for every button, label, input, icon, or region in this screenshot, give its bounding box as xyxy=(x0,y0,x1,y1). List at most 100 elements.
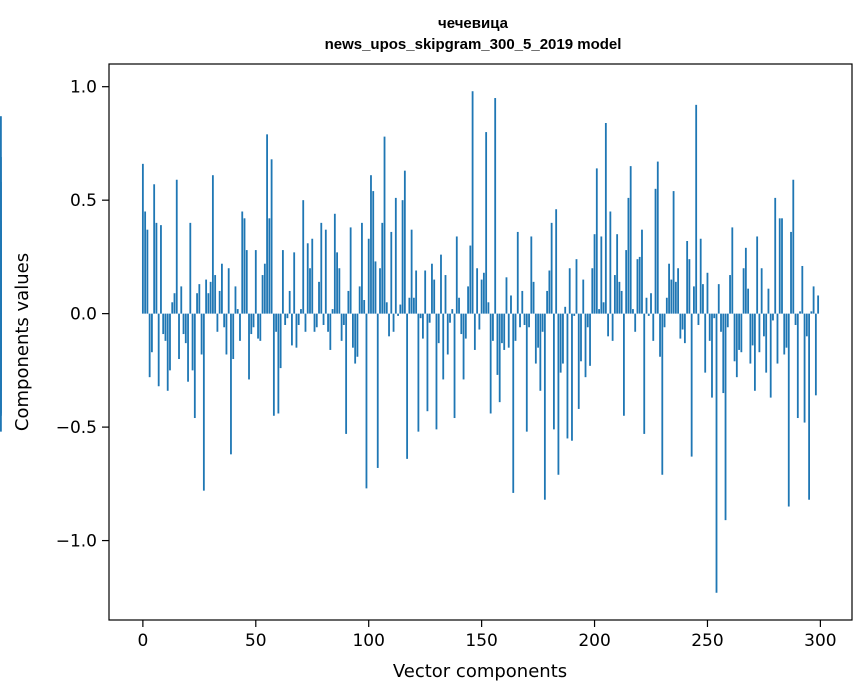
bar xyxy=(663,313,666,328)
bar xyxy=(796,313,799,419)
bar xyxy=(354,313,357,364)
bar xyxy=(541,313,544,332)
bar xyxy=(349,227,352,314)
bar xyxy=(584,313,587,378)
bar xyxy=(767,288,770,314)
bar xyxy=(365,313,368,489)
bar xyxy=(304,313,307,332)
bar xyxy=(805,313,808,337)
bar xyxy=(263,263,266,314)
bar xyxy=(699,238,702,314)
bar xyxy=(618,281,621,314)
bar xyxy=(227,268,230,314)
bar xyxy=(670,279,673,314)
bar xyxy=(523,313,526,325)
bar xyxy=(254,250,257,314)
bar xyxy=(537,313,539,348)
bar xyxy=(521,290,524,314)
bar xyxy=(361,222,363,314)
bar xyxy=(713,313,716,319)
bar xyxy=(367,238,370,314)
bar xyxy=(370,175,372,314)
bar xyxy=(408,297,411,314)
bar xyxy=(401,200,404,314)
bar xyxy=(534,313,537,364)
bar xyxy=(214,275,217,314)
bar xyxy=(525,313,528,432)
bar xyxy=(677,268,680,314)
bar xyxy=(629,166,632,314)
bar xyxy=(668,263,670,314)
bar xyxy=(286,313,289,319)
bar xyxy=(245,250,248,314)
bar xyxy=(507,313,510,348)
bar xyxy=(318,281,320,314)
bar xyxy=(446,313,449,355)
bar xyxy=(724,313,727,521)
bar xyxy=(647,313,650,316)
bar xyxy=(609,211,612,314)
bar xyxy=(189,222,192,314)
bar xyxy=(505,277,508,314)
bar xyxy=(683,313,686,344)
bar xyxy=(388,313,390,337)
bar xyxy=(799,311,801,314)
y-tick-label: 1.0 xyxy=(70,78,97,98)
bar xyxy=(363,300,366,314)
bar xyxy=(512,313,515,493)
bar xyxy=(478,313,481,330)
bar xyxy=(817,295,820,314)
bar xyxy=(747,288,750,314)
bar xyxy=(577,313,580,409)
bar xyxy=(735,313,738,378)
bar xyxy=(476,268,479,314)
bar xyxy=(320,222,323,314)
bar xyxy=(586,313,589,328)
bar xyxy=(415,270,418,314)
bar xyxy=(338,268,341,314)
bar xyxy=(293,252,296,314)
bar xyxy=(340,313,343,341)
bar xyxy=(785,313,788,348)
bar xyxy=(568,268,571,314)
bar xyxy=(636,259,639,314)
bar xyxy=(573,313,576,316)
bar xyxy=(686,241,689,314)
bar xyxy=(426,313,429,412)
bar xyxy=(187,313,189,382)
bar xyxy=(783,313,786,355)
chart-title: чечевица xyxy=(438,15,509,32)
bar xyxy=(503,313,506,350)
bar xyxy=(270,159,273,314)
bar xyxy=(284,313,287,325)
bar xyxy=(205,279,208,314)
bar xyxy=(810,311,813,314)
bar xyxy=(555,209,558,314)
bar xyxy=(693,286,695,314)
bar xyxy=(598,309,600,314)
bar xyxy=(250,313,253,335)
bar xyxy=(532,281,535,314)
bar xyxy=(681,313,684,330)
bar xyxy=(604,123,607,314)
bar xyxy=(650,293,652,314)
bar xyxy=(613,275,616,314)
bar xyxy=(763,313,765,337)
bar xyxy=(625,250,628,314)
bar xyxy=(329,313,332,350)
bar xyxy=(632,309,634,314)
bar xyxy=(257,313,259,339)
bar xyxy=(562,313,564,364)
bar xyxy=(433,279,436,314)
bar xyxy=(397,313,399,316)
bar xyxy=(223,313,226,328)
bar xyxy=(196,293,198,314)
bar xyxy=(620,290,623,314)
bar xyxy=(236,309,239,314)
bar xyxy=(462,313,465,380)
bar xyxy=(279,313,282,369)
bar xyxy=(756,236,759,314)
bar xyxy=(225,313,228,355)
bar xyxy=(742,268,745,314)
